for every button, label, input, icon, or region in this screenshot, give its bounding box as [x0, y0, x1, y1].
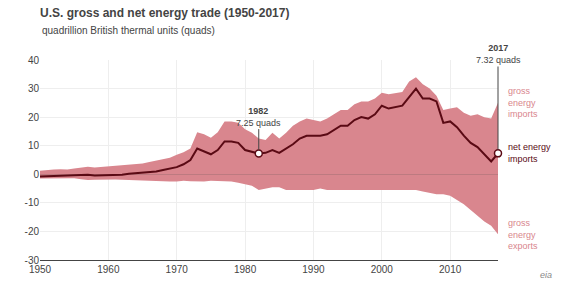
svg-text:1960: 1960	[97, 264, 120, 275]
svg-text:2010: 2010	[439, 264, 462, 275]
svg-text:-30: -30	[25, 255, 40, 266]
svg-text:quadrillion British thermal un: quadrillion British thermal units (quads…	[42, 25, 215, 36]
svg-text:1970: 1970	[166, 264, 189, 275]
svg-text:1950: 1950	[29, 264, 52, 275]
svg-text:30: 30	[28, 83, 40, 94]
svg-text:1980: 1980	[234, 264, 257, 275]
svg-text:grossenergyexports: grossenergyexports	[508, 218, 538, 251]
svg-text:-10: -10	[25, 197, 40, 208]
svg-text:19827.25 quads: 19827.25 quads	[236, 106, 281, 128]
svg-text:0: 0	[33, 169, 39, 180]
svg-text:net energyimports: net energyimports	[508, 142, 551, 164]
svg-text:1990: 1990	[302, 264, 325, 275]
svg-text:40: 40	[28, 55, 40, 66]
svg-text:U.S. gross and net energy trad: U.S. gross and net energy trade (1950-20…	[40, 6, 289, 20]
svg-text:10: 10	[28, 140, 40, 151]
svg-text:-20: -20	[25, 226, 40, 237]
svg-text:eia: eia	[540, 270, 552, 280]
svg-text:grossenergyimports: grossenergyimports	[508, 86, 538, 119]
svg-text:20177.32 quads: 20177.32 quads	[476, 43, 521, 65]
svg-text:20: 20	[28, 112, 40, 123]
svg-text:2000: 2000	[371, 264, 394, 275]
